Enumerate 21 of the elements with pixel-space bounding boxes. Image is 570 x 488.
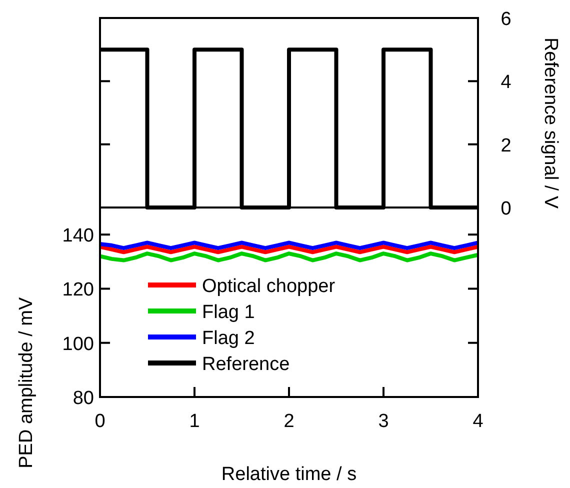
- y2-tick-label: 4: [500, 72, 512, 94]
- x-tick-label: 2: [284, 411, 294, 432]
- y2-axis-title: Reference signal / V: [540, 37, 561, 209]
- y2-tick-label: 6: [500, 9, 512, 30]
- y-axis-title: PED amplitude / mV: [16, 297, 37, 468]
- y2-tick-label: 2: [500, 135, 512, 156]
- x-tick-label: 3: [378, 411, 389, 432]
- y-tick-label: 80: [72, 388, 94, 409]
- legend-label: Optical chopper: [202, 276, 336, 297]
- x-axis-title: Relative time / s: [221, 464, 357, 485]
- y-tick-label: 100: [62, 334, 94, 355]
- line-series: [98, 252, 480, 262]
- y2-tick-label: 0: [500, 198, 512, 220]
- y-tick-label: 120: [62, 280, 94, 301]
- x-tick-label: 1: [189, 411, 200, 432]
- legend-label: Flag 2: [202, 328, 255, 349]
- legend-label: Reference: [202, 354, 290, 375]
- y-tick-label: 140: [62, 226, 94, 247]
- legend-label: Flag 1: [202, 302, 255, 323]
- x-tick-label: 4: [472, 411, 484, 432]
- x-tick-label: 0: [94, 411, 106, 432]
